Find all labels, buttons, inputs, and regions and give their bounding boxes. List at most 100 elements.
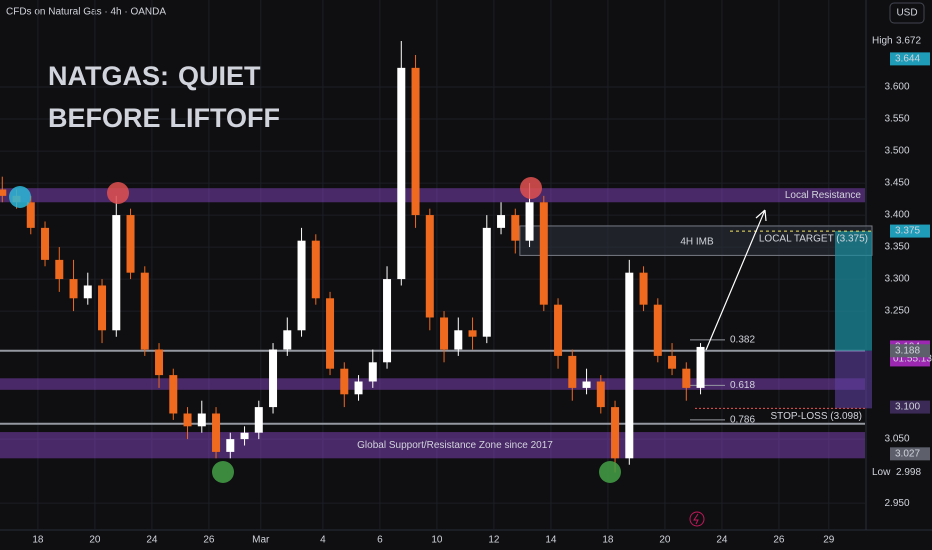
candle-body <box>69 279 78 299</box>
candle-body <box>525 202 534 241</box>
x-tick-label: 29 <box>823 535 835 546</box>
x-tick-label: 20 <box>89 535 101 546</box>
y-tick-label: 3.250 <box>884 306 909 317</box>
marker-circle <box>599 461 621 483</box>
candle-body <box>26 202 35 228</box>
candle-body <box>0 189 7 196</box>
y-tick-label: 3.300 <box>884 274 909 285</box>
candle-body <box>596 381 605 408</box>
extreme-price: 3.672 <box>896 36 921 47</box>
candle-body <box>568 355 577 388</box>
candle-body <box>554 304 563 356</box>
candle-body <box>482 227 491 337</box>
x-tick-label: 10 <box>431 535 443 546</box>
x-tick-label: 26 <box>773 535 785 546</box>
fib-label: 0.618 <box>730 380 755 391</box>
y-tick-label: 2.950 <box>884 498 909 509</box>
fib-label: 0.382 <box>730 335 755 346</box>
price-tag <box>890 447 930 461</box>
candle-body <box>98 285 107 331</box>
marker-circle <box>212 461 234 483</box>
marker-circle <box>520 177 542 199</box>
stop-area <box>835 350 872 409</box>
y-tick-label: 3.050 <box>884 434 909 445</box>
x-tick-label: 24 <box>716 535 728 546</box>
headline-word: LIFTOFF <box>170 103 280 133</box>
candle-body <box>425 215 434 318</box>
extreme-price: 2.998 <box>896 467 921 478</box>
x-tick-label: 18 <box>602 535 614 546</box>
y-tick-label: 3.550 <box>884 114 909 125</box>
candle-body <box>297 240 306 331</box>
candle-body <box>140 272 149 350</box>
price-tag-label: 3.100 <box>895 402 920 413</box>
headline-word: BEFORE <box>48 103 161 133</box>
candle-body <box>55 259 64 280</box>
candle-body <box>183 413 192 427</box>
price-tag <box>890 224 930 238</box>
price-tag <box>890 344 930 358</box>
currency-button[interactable] <box>889 2 925 24</box>
alert-icon[interactable] <box>689 511 705 527</box>
candle-body <box>682 368 691 388</box>
x-tick-label: 26 <box>203 535 215 546</box>
zone-label: Global Support/Resistance Zone since 201… <box>357 440 553 451</box>
candle-body <box>440 317 449 350</box>
zone <box>0 378 865 390</box>
candle-body <box>340 368 349 395</box>
candle-body <box>240 432 249 440</box>
y-tick-label: 3.350 <box>884 242 909 253</box>
imbalance-label: 4H IMB <box>680 236 714 247</box>
price-tag <box>890 52 930 66</box>
headline-word: NATGAS: <box>48 61 169 91</box>
price-tag-label: 3.375 <box>895 226 920 237</box>
x-tick-label: 6 <box>377 535 383 546</box>
price-tag-label: 3.188 <box>895 345 920 356</box>
zone <box>0 188 865 203</box>
x-tick-label: 14 <box>545 535 557 546</box>
candle-body <box>368 362 377 382</box>
candle-body <box>169 375 178 414</box>
x-tick-label: 12 <box>488 535 500 546</box>
headline-word: QUIET <box>178 61 261 91</box>
candle-body <box>383 279 392 363</box>
candle-body <box>283 330 292 350</box>
target-label: LOCAL TARGET (3.375) <box>759 234 868 245</box>
candle-body <box>582 381 591 388</box>
countdown: 01:55:13 <box>893 354 932 365</box>
candle-body <box>611 407 620 459</box>
y-tick-label: 3.450 <box>884 178 909 189</box>
zone <box>0 432 865 459</box>
candle-body <box>653 304 662 356</box>
candle-body <box>639 272 648 305</box>
candle-body <box>454 330 463 350</box>
target-area <box>835 231 872 351</box>
y-tick-label: 3.500 <box>884 146 909 157</box>
candle-body <box>254 407 263 433</box>
x-tick-label: 4 <box>320 535 326 546</box>
candle-body <box>226 439 235 452</box>
x-tick-label: Mar <box>252 535 270 546</box>
y-tick-label: 3.400 <box>884 210 909 221</box>
price-tag-label: 3.027 <box>895 448 920 459</box>
price-tag-label: 3.644 <box>895 54 920 65</box>
candle-body <box>468 330 477 337</box>
x-tick-label: 20 <box>659 535 671 546</box>
candle-body <box>41 227 50 260</box>
candle-body <box>696 346 705 388</box>
fib-label: 0.786 <box>730 415 755 426</box>
stop-label: STOP-LOSS (3.098) <box>770 411 862 422</box>
candle-body <box>155 349 164 376</box>
currency-label[interactable]: USD <box>896 8 917 19</box>
candle-body <box>311 240 320 299</box>
projection-arrow <box>705 209 767 351</box>
symbol-title: CFDs on Natural Gas · 4h · OANDA <box>6 7 166 18</box>
candle-body <box>212 413 221 452</box>
candle-body <box>326 298 335 369</box>
price-tag <box>890 400 930 414</box>
y-tick-label: 3.600 <box>884 82 909 93</box>
alert-bolt <box>693 513 699 525</box>
marker-circle <box>107 182 129 204</box>
